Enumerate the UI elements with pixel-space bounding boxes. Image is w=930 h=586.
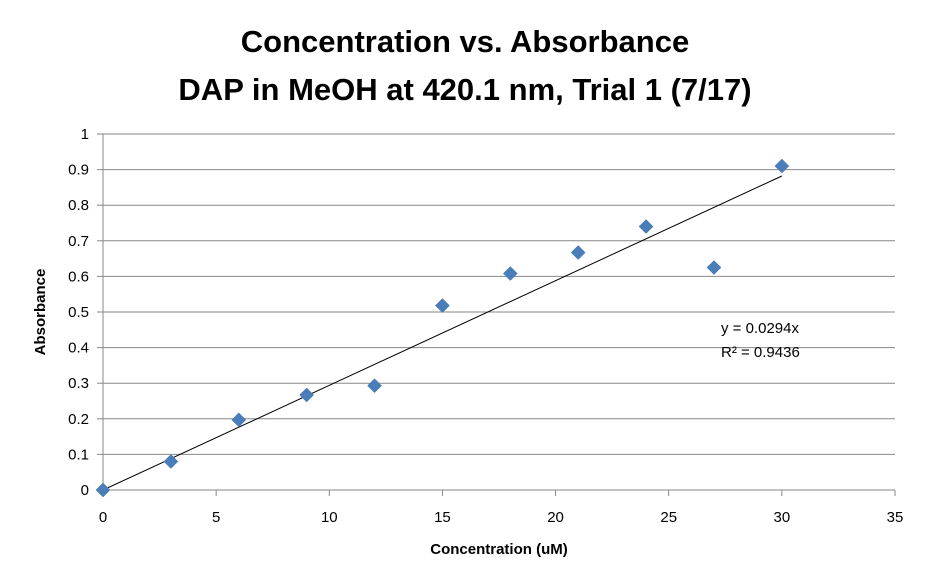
data-point-5 (435, 298, 450, 313)
data-point-8 (638, 219, 654, 234)
trendline-equation: y = 0.0294x (721, 320, 799, 337)
r-squared-label: R² = 0.9436 (721, 344, 800, 361)
y-tick-label-2: 0.2 (68, 411, 89, 428)
y-tick-label-4: 0.4 (68, 340, 89, 357)
data-point-6 (502, 266, 518, 281)
axes (97, 133, 896, 496)
data-point-9 (706, 260, 722, 275)
y-tick-label-1: 0.1 (68, 446, 89, 463)
y-tick-label-8: 0.8 (68, 197, 89, 214)
gridlines (103, 133, 895, 455)
y-tick-label-10: 1 (81, 126, 89, 143)
x-tick-label-3: 15 (434, 509, 451, 526)
data-point-7 (570, 245, 586, 260)
data-point-2 (231, 412, 247, 428)
x-axis-title: Concentration (uM) (430, 541, 567, 558)
chart-title-line2: DAP in MeOH at 420.1 nm, Trial 1 (7/17) (178, 72, 751, 107)
data-point-10 (774, 158, 790, 174)
chart-title-line1: Concentration vs. Absorbance (241, 24, 689, 59)
tick-labels: 00.10.20.30.40.50.60.70.80.910 5 10 15 20 25 3… (68, 126, 903, 526)
x-tick-label-2: 10 (321, 509, 338, 526)
y-tick-label-6: 0.6 (68, 268, 89, 285)
data-point-0 (95, 482, 111, 498)
y-axis-title: Absorbance (32, 269, 49, 356)
data-points (95, 158, 790, 498)
y-tick-label-7: 0.7 (68, 233, 89, 250)
y-tick-label-9: 0.9 (68, 162, 89, 179)
trendline-layer (102, 175, 783, 491)
y-tick-label-3: 0.3 (68, 375, 89, 392)
x-tick-label-0: 0 (99, 509, 107, 526)
y-tick-label-0: 0 (81, 482, 89, 499)
x-tick-label-4: 20 (547, 509, 564, 526)
data-point-3 (299, 387, 315, 403)
x-tick-label-5: 25 (660, 509, 677, 526)
y-tick-label-5: 0.5 (68, 304, 89, 321)
x-tick-label-1: 5 (212, 509, 220, 526)
x-tick-label-6: 30 (774, 509, 791, 526)
data-point-4 (367, 378, 382, 394)
linear-trendline (102, 175, 783, 491)
data-point-1 (163, 454, 179, 469)
x-tick-label-7: 35 (887, 509, 904, 526)
